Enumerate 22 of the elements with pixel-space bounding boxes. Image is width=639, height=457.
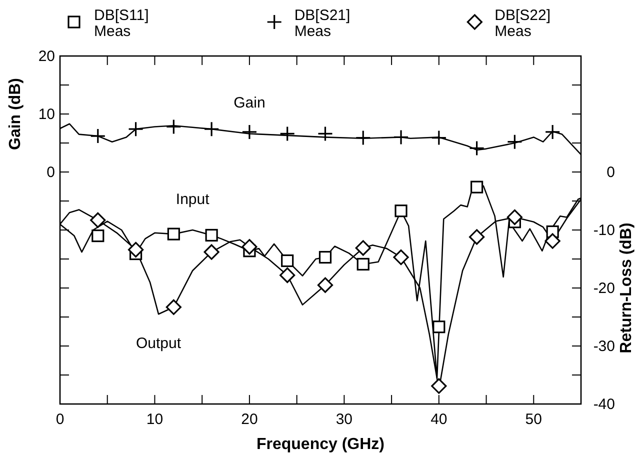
x-tick-label: 10	[146, 411, 164, 428]
y-tick-label: 20	[38, 48, 55, 65]
y-tick-label: 0	[46, 164, 55, 181]
y2-tick-label: 0	[606, 164, 615, 181]
y2-tick-label: -40	[593, 396, 615, 413]
x-axis-title: Frequency (GHz)	[256, 436, 385, 453]
annotation: Input	[176, 190, 210, 208]
y2-tick-label: -30	[593, 338, 615, 355]
y2-axis-title: Return-Loss (dB)	[618, 222, 635, 354]
y-axis-title: Gain (dB)	[7, 78, 24, 150]
y2-tick-label: -10	[593, 222, 615, 239]
legend-label: DB[S21] Meas	[294, 7, 350, 40]
x-tick-label: 30	[336, 411, 353, 428]
annotation: Output	[136, 335, 182, 352]
x-tick-label: 20	[241, 411, 258, 428]
y2-tick-label: -20	[593, 280, 615, 297]
x-tick-label: 50	[525, 411, 542, 428]
legend-label: DB[S22] Meas	[494, 7, 551, 40]
x-tick-label: 40	[430, 411, 448, 428]
y-tick-label: 10	[38, 106, 55, 123]
legend-label: DB[S11] Meas	[94, 7, 149, 40]
annotation: Gain	[234, 94, 266, 112]
